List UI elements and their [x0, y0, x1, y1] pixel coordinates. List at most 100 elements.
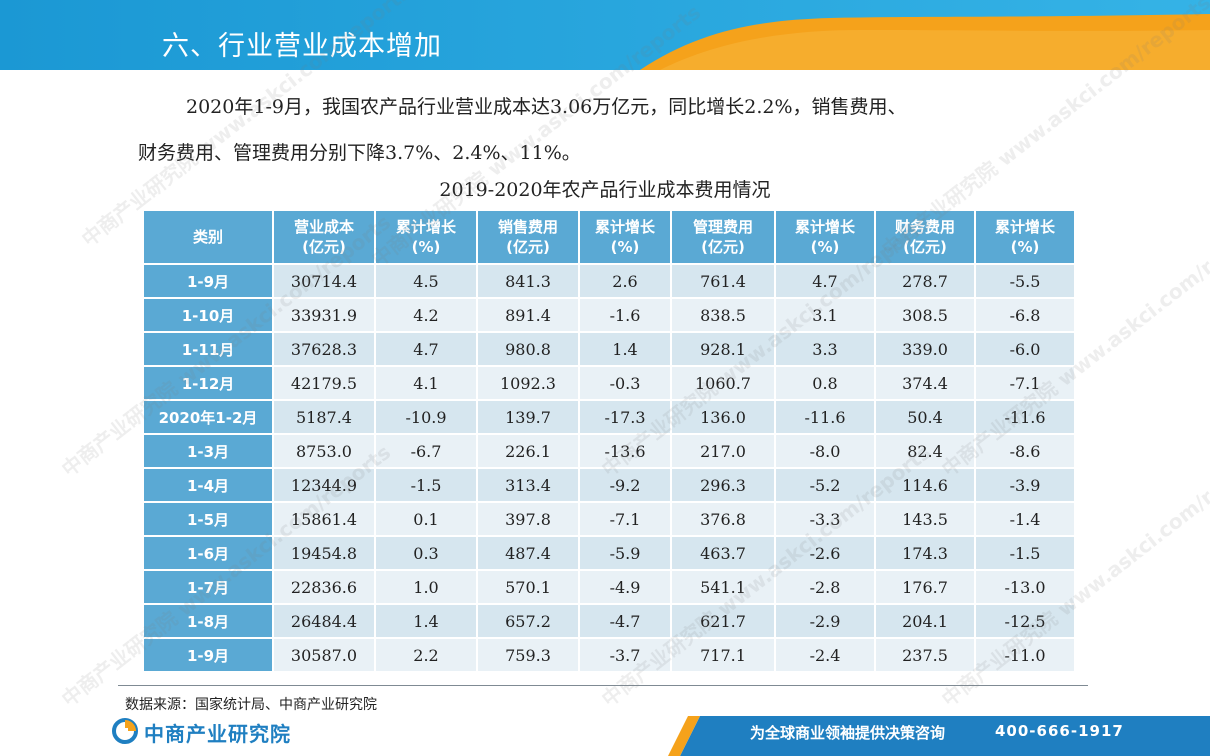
table-cell: 217.0 [672, 435, 774, 467]
table-cell: 114.6 [876, 469, 974, 501]
table-cell: 26484.4 [274, 605, 374, 637]
table-cell: 374.4 [876, 367, 974, 399]
table-cell: 42179.5 [274, 367, 374, 399]
table-body: 1-9月 30714.4 4.5 841.3 2.6 761.4 4.7 278.7 -5.5 1… [144, 265, 1074, 671]
header-category: 类别 [144, 211, 272, 263]
table-cell: 176.7 [876, 571, 974, 603]
table-cell: 621.7 [672, 605, 774, 637]
table-row: 1-12月 42179.5 4.1 1092.3 -0.3 1060.7 0.8 374.4-… [144, 367, 1074, 399]
table-cell: -7.1 [976, 367, 1074, 399]
table-row: 1-11月 37628.3 4.7 980.8 1.4 928.1 3.3 339.0 -6.0 [144, 333, 1074, 365]
header-background [0, 0, 1210, 70]
table-cell: 313.4 [478, 469, 578, 501]
header-label: 管理费用 [692, 218, 753, 236]
table-cell: 0.3 [376, 537, 476, 569]
table-cell: 308.5 [876, 299, 974, 331]
table-cell: 4.5 [376, 265, 476, 297]
header-operating-cost: 营业成本 (亿元) [274, 211, 374, 263]
header-unit: (%) [1010, 238, 1040, 256]
company-logo-icon [112, 718, 138, 744]
header-label: 累计增长 [594, 218, 655, 236]
table-row: 1-4月 12344.9 -1.5 313.4 -9.2 296.3 -5.2 114.6 -3… [144, 469, 1074, 501]
row-label: 1-12月 [144, 367, 272, 399]
table-cell: 296.3 [672, 469, 774, 501]
table-cell: -5.5 [976, 265, 1074, 297]
summary-line-2: 财务费用、管理费用分别下降3.7%、2.4%、11%。 [138, 142, 581, 164]
table-cell: 33931.9 [274, 299, 374, 331]
table-row: 1-3月 8753.0 -6.7 226.1 -13.6 217.0 -8.0 82.4 -8.… [144, 435, 1074, 467]
table-cell: 37628.3 [274, 333, 374, 365]
row-label: 1-3月 [144, 435, 272, 467]
table-cell: 204.1 [876, 605, 974, 637]
table-cell: 22836.6 [274, 571, 374, 603]
table-cell: -3.7 [580, 639, 670, 671]
table-cell: -2.4 [776, 639, 874, 671]
cost-table: 类别 营业成本 (亿元) 累计增长 (%) 销售费用 (亿元) 累计增长 (%) 管理费… [142, 209, 1076, 673]
table-cell: -4.9 [580, 571, 670, 603]
table-cell: 2.2 [376, 639, 476, 671]
table-row: 1-5月 15861.4 0.1 397.8 -7.1 376.8 -3.3 143.5 -1.… [144, 503, 1074, 535]
table-header-row: 类别 营业成本 (亿元) 累计增长 (%) 销售费用 (亿元) 累计增长 (%) 管理费… [144, 211, 1074, 263]
table-cell: -1.5 [976, 537, 1074, 569]
table-cell: 980.8 [478, 333, 578, 365]
table-cell: -7.1 [580, 503, 670, 535]
header-unit: (亿元) [302, 238, 346, 256]
table-cell: -5.9 [580, 537, 670, 569]
header-label: 累计增长 [395, 218, 456, 236]
table-cell: 487.4 [478, 537, 578, 569]
row-label: 1-7月 [144, 571, 272, 603]
table-row: 1-6月 19454.8 0.3 487.4 -5.9 463.7 -2.6 174.3 -1.… [144, 537, 1074, 569]
header-growth: 累计增长 (%) [776, 211, 874, 263]
row-label: 1-6月 [144, 537, 272, 569]
table-cell: -8.6 [976, 435, 1074, 467]
table-cell: 541.1 [672, 571, 774, 603]
table-cell: 397.8 [478, 503, 578, 535]
table-cell: 463.7 [672, 537, 774, 569]
header-unit: (亿元) [701, 238, 745, 256]
table-cell: 3.3 [776, 333, 874, 365]
table-cell: 838.5 [672, 299, 774, 331]
header-admin-expense: 管理费用 (亿元) [672, 211, 774, 263]
table-cell: -6.7 [376, 435, 476, 467]
table-cell: 82.4 [876, 435, 974, 467]
table-cell: -2.9 [776, 605, 874, 637]
header-label: 销售费用 [497, 218, 558, 236]
header-growth: 累计增长 (%) [580, 211, 670, 263]
table-cell: 50.4 [876, 401, 974, 433]
table-cell: 928.1 [672, 333, 774, 365]
table-cell: -6.0 [976, 333, 1074, 365]
table-cell: -1.6 [580, 299, 670, 331]
table-cell: 339.0 [876, 333, 974, 365]
header-selling-expense: 销售费用 (亿元) [478, 211, 578, 263]
table-cell: 1.4 [580, 333, 670, 365]
table-cell: 2.6 [580, 265, 670, 297]
table-cell: 570.1 [478, 571, 578, 603]
header-growth: 累计增长 (%) [376, 211, 476, 263]
summary-line-1: 2020年1-9月，我国农产品行业营业成本达3.06万亿元，同比增长2.2%，销… [186, 96, 907, 118]
table-cell: -3.9 [976, 469, 1074, 501]
table-cell: 174.3 [876, 537, 974, 569]
row-label: 1-5月 [144, 503, 272, 535]
table-cell: 237.5 [876, 639, 974, 671]
table-cell: 4.2 [376, 299, 476, 331]
table-cell: -6.8 [976, 299, 1074, 331]
table-row: 1-8月 26484.4 1.4 657.2 -4.7 621.7 -2.9 204.1 -12… [144, 605, 1074, 637]
table-cell: 759.3 [478, 639, 578, 671]
row-label: 1-9月 [144, 639, 272, 671]
table-cell: 657.2 [478, 605, 578, 637]
divider [118, 685, 1088, 686]
table-cell: 136.0 [672, 401, 774, 433]
table-cell: 139.7 [478, 401, 578, 433]
table-cell: -9.2 [580, 469, 670, 501]
table-cell: -17.3 [580, 401, 670, 433]
table-row: 2020年1-2月 5187.4 -10.9 139.7 -17.3 136.0 -11.6… [144, 401, 1074, 433]
header-label: 累计增长 [994, 218, 1055, 236]
header-label: 类别 [192, 228, 223, 246]
table-cell: -10.9 [376, 401, 476, 433]
table-cell: -11.6 [976, 401, 1074, 433]
table-cell: 8753.0 [274, 435, 374, 467]
footer-background [668, 716, 1210, 756]
table-cell: 12344.9 [274, 469, 374, 501]
table-caption: 2019-2020年农产品行业成本费用情况 [439, 179, 771, 201]
section-title: 六、行业营业成本增加 [162, 31, 442, 62]
